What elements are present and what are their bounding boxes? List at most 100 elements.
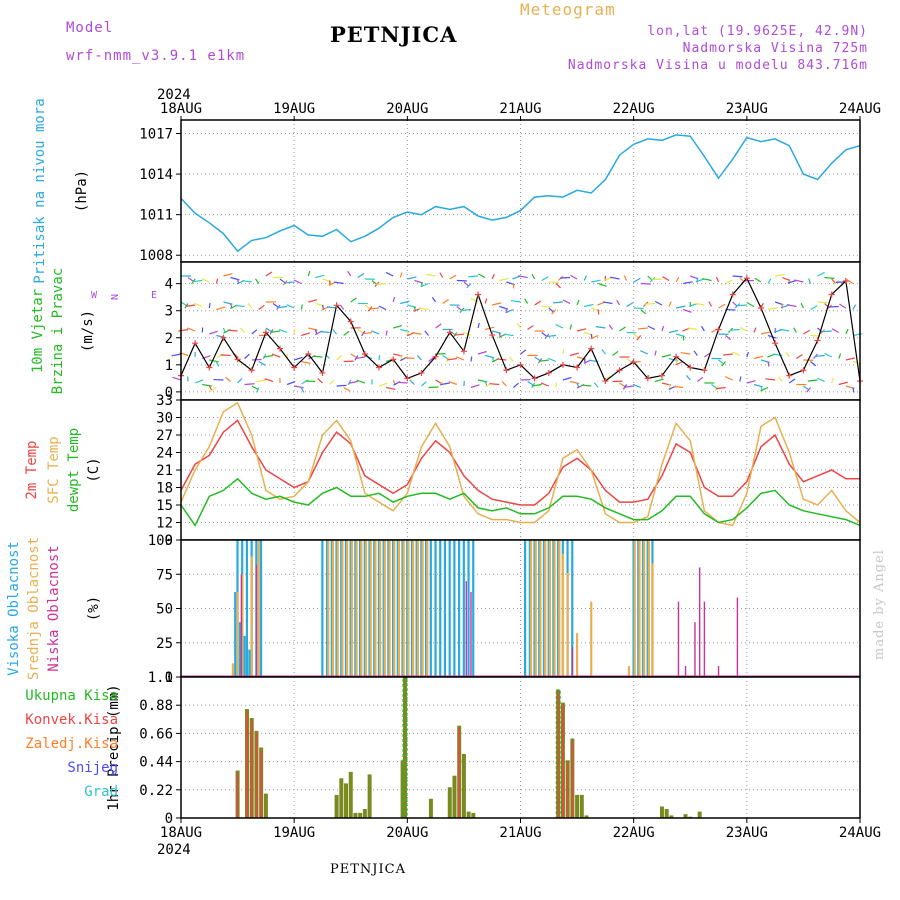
wind-arrow	[739, 376, 742, 382]
wind-arrow	[637, 327, 648, 330]
wind-arrow	[509, 356, 514, 362]
wind-arrow	[595, 326, 606, 329]
wind-arrow	[527, 380, 535, 386]
wind-arrow	[682, 308, 692, 313]
wind-arrow	[608, 324, 613, 330]
cloud-bar-srednja-oblacnost	[231, 663, 234, 677]
year-label-top: 2024	[157, 87, 191, 103]
cloud-bar-visoka-oblacnost	[429, 540, 432, 677]
wind-arrow	[208, 302, 211, 309]
wind-arrow	[499, 277, 509, 282]
wind-arrow	[393, 324, 403, 329]
wind-arrow	[470, 356, 473, 362]
wind-arrow	[308, 299, 318, 303]
wind-speed-marker	[701, 367, 708, 374]
cloud-bar-visoka-oblacnost	[533, 540, 536, 677]
wind-arrow	[581, 384, 592, 387]
wind-arrow	[312, 355, 323, 358]
wind-arrow	[240, 327, 246, 333]
cloud-bar-visoka-oblacnost	[363, 540, 366, 677]
wind-arrow	[605, 375, 612, 381]
wind-arrow	[711, 384, 718, 390]
wind-speed-marker	[588, 345, 595, 352]
wind-arrow	[347, 379, 352, 386]
precip-bar-konvek-kisa	[260, 751, 262, 818]
y-tick-label: 15	[156, 498, 173, 514]
wind-arrow	[286, 304, 295, 309]
axis-label-temperature: 2m Temp	[24, 440, 40, 499]
cloud-bar-visoka-oblacnost	[552, 540, 555, 677]
cloud-bar-niska-oblacnost	[684, 666, 687, 677]
wind-arrow	[492, 302, 502, 306]
cloud-bar-visoka-oblacnost	[248, 649, 251, 677]
wind-arrow	[315, 274, 325, 279]
wind-speed-marker	[616, 367, 623, 374]
wind-arrow	[548, 357, 557, 363]
cloud-bar-srednja-oblacnost	[397, 540, 401, 677]
wind-arrow	[357, 273, 365, 279]
wind-arrow	[428, 356, 435, 362]
wind-arrow	[754, 277, 762, 283]
cloud-bar-visoka-oblacnost	[234, 592, 237, 677]
wind-arrow	[806, 387, 811, 393]
lonlat-info: lon,lat (19.9625E, 42.9N)	[647, 24, 868, 39]
wind-arrow	[355, 356, 365, 360]
wind-arrow	[192, 279, 203, 283]
cloud-bar-srednja-oblacnost	[388, 540, 391, 677]
wind-arrow	[632, 383, 641, 389]
y-tick-label: 18	[156, 481, 173, 497]
cloud-bar-visoka-oblacnost	[344, 540, 348, 677]
y-tick-label: 9	[165, 533, 173, 549]
wind-arrow	[431, 296, 437, 303]
wind-arrow	[817, 301, 828, 304]
wind-arrow	[746, 302, 755, 308]
y-tick-label: 0	[165, 385, 173, 401]
precip-legend-item: Snijeg	[67, 760, 118, 776]
wind-arrow	[505, 308, 514, 314]
wind-arrow	[786, 304, 797, 308]
cloud-bar-visoka-oblacnost	[632, 540, 635, 677]
cloud-bar-visoka-oblacnost	[557, 540, 560, 677]
precip-bar-konvek-kisa	[250, 720, 253, 818]
wind-arrow	[680, 352, 691, 355]
cloud-bar-visoka-oblacnost	[542, 540, 546, 677]
compass-label-east: E	[151, 290, 157, 301]
precip-bar-ukupna-kisa	[697, 811, 702, 818]
wind-arrow	[555, 324, 564, 329]
wind-arrow	[591, 279, 601, 283]
wind-speed-marker	[361, 351, 368, 357]
time-tick-label-top: 22AUG	[613, 101, 655, 117]
cloud-bar-srednja-oblacnost	[364, 540, 368, 677]
wind-arrow	[831, 328, 840, 334]
wind-arrow	[845, 357, 856, 361]
cloud-bar-visoka-oblacnost	[641, 540, 645, 677]
precip-bar-konvek-kisa	[557, 692, 560, 818]
wind-arrow	[640, 350, 649, 355]
wind-arrow	[779, 328, 790, 332]
wind-arrow	[247, 302, 253, 309]
model-name: wrf-nmm_v3.9.1 e1km	[66, 48, 246, 64]
wind-speed-marker	[828, 291, 835, 298]
wind-arrow	[439, 272, 444, 278]
time-tick-label-bottom: 23AUG	[726, 825, 768, 841]
wind-arrow	[647, 275, 653, 281]
wind-speed-marker	[814, 337, 821, 344]
time-tick-label-bottom: 21AUG	[499, 825, 541, 841]
wind-arrow	[435, 379, 443, 385]
wind-arrow	[201, 278, 210, 283]
wind-arrow	[329, 379, 335, 385]
y-tick-label: 1014	[139, 167, 173, 183]
wind-arrow	[271, 353, 281, 358]
y-tick-label: 4	[165, 277, 173, 293]
panel-precip: 0 0.22 0.44 0.66 0.88 1.1 1hr Precip (mm)Ukupn…	[25, 670, 861, 827]
wind-arrow	[610, 276, 620, 280]
y-tick-label: 30	[156, 411, 173, 427]
wind-arrow	[686, 374, 691, 381]
wind-arrow	[215, 361, 220, 367]
wind-arrow	[732, 301, 738, 307]
y-tick-label: 0.66	[139, 726, 173, 742]
cloud-bar-niska-oblacnost	[677, 601, 680, 677]
wind-arrow	[286, 381, 296, 386]
wind-arrow	[824, 276, 835, 280]
precip-bar-ukupna-kisa	[461, 753, 466, 818]
